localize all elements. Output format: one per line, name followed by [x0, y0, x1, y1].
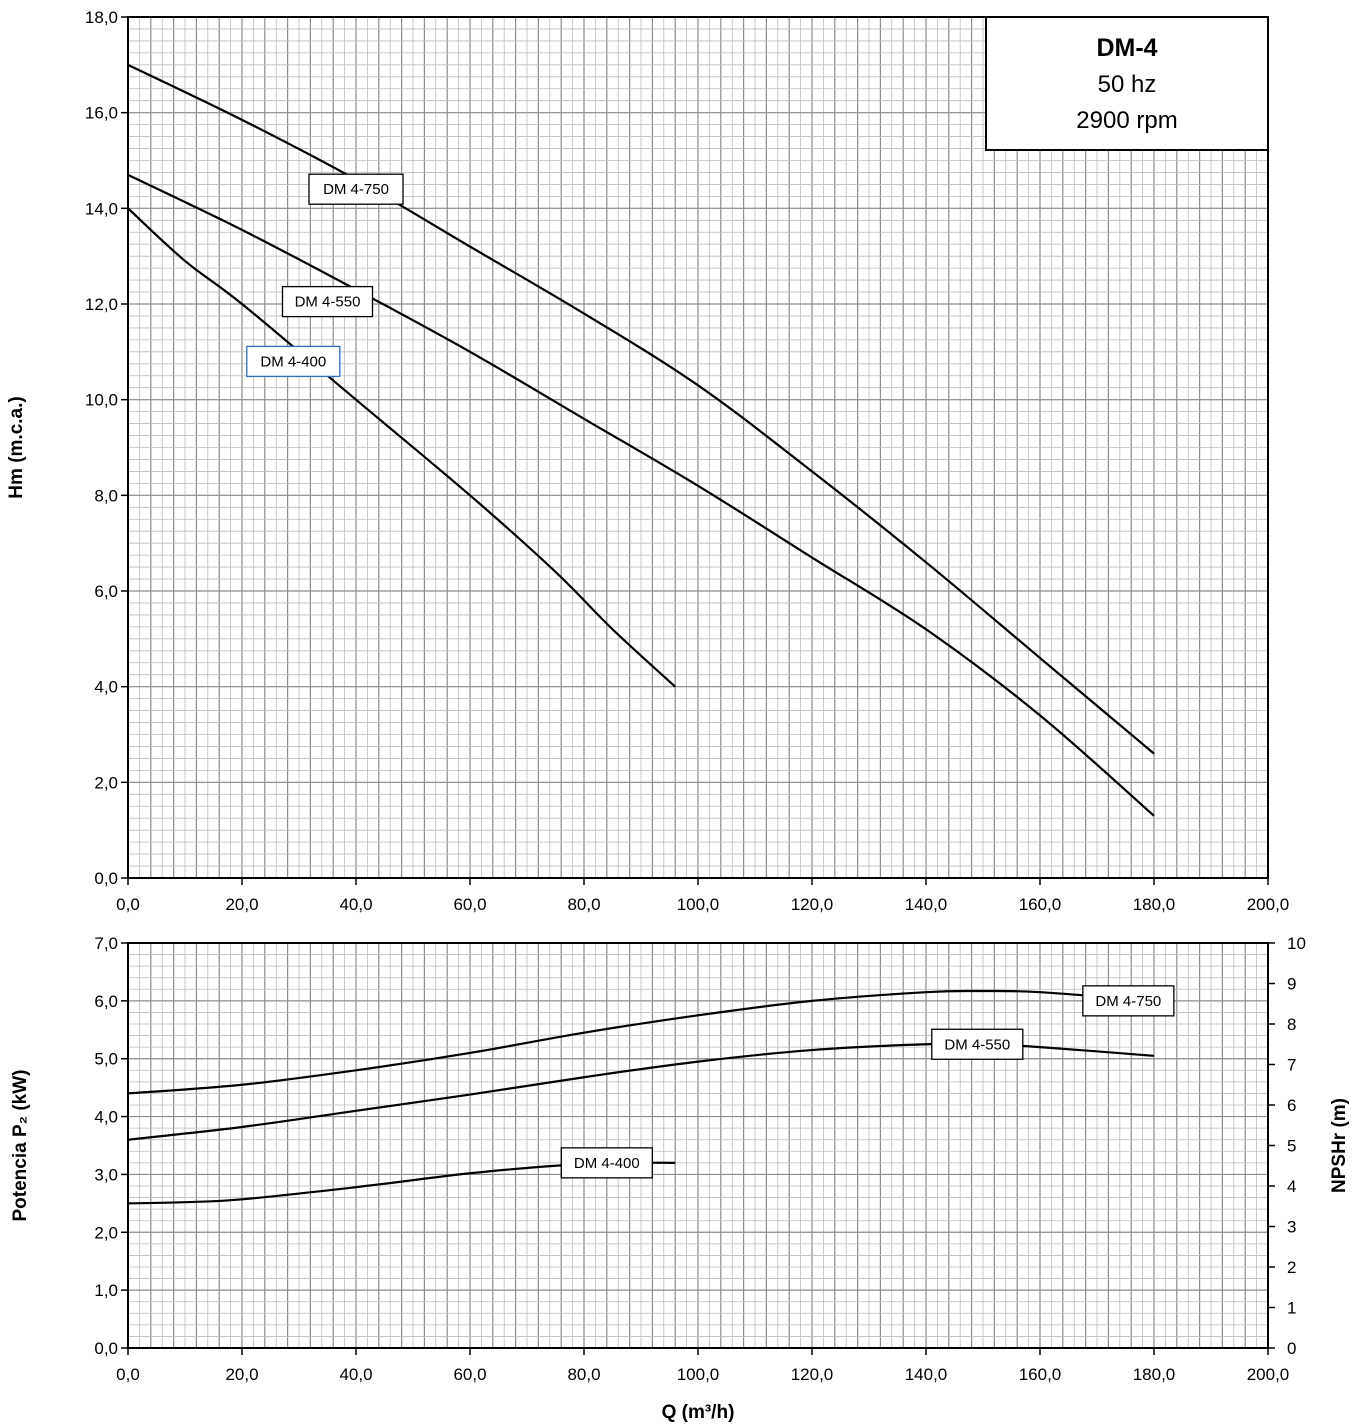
- x-tick-label: 180,0: [1133, 1365, 1176, 1384]
- model-info-box: DM-4 50 hz 2900 rpm: [985, 16, 1269, 151]
- y-right-tick-label: 9: [1287, 975, 1296, 994]
- x-tick-label: 120,0: [791, 1365, 834, 1384]
- info-box-frame: [985, 16, 1269, 151]
- x-tick-label: 40,0: [339, 1365, 372, 1384]
- y-right-axis-title: NPSHr (m): [1329, 1098, 1350, 1193]
- y-right-tick-label: 8: [1287, 1015, 1296, 1034]
- x-tick-label: 80,0: [567, 1365, 600, 1384]
- y-tick-label: 7,0: [94, 934, 118, 953]
- y-tick-label: 2,0: [94, 1223, 118, 1242]
- y-right-tick-label: 5: [1287, 1137, 1296, 1156]
- series-label-text: DM 4-750: [1095, 993, 1161, 1010]
- series-label-box: [246, 345, 341, 378]
- model-title: DM-4: [1096, 34, 1157, 62]
- y-tick-label: 5,0: [94, 1050, 118, 1069]
- y-right-tick-label: 10: [1287, 934, 1306, 953]
- x-tick-label: 180,0: [1133, 895, 1176, 914]
- x-axis-title: Q (m³/h): [662, 1402, 735, 1423]
- y-tick-label: 4,0: [94, 678, 118, 697]
- x-tick-label: 140,0: [905, 1365, 948, 1384]
- power-curve-dm-4-750: [127, 989, 1155, 1095]
- series-label-dm-4-550: DM 4-550: [281, 285, 374, 318]
- series-label-box: [281, 285, 374, 318]
- x-tick-label: 200,0: [1247, 1365, 1290, 1384]
- x-tick-label: 80,0: [567, 895, 600, 914]
- y-tick-label: 2,0: [94, 773, 118, 792]
- series-label-dm-4-750: DM 4-750: [308, 173, 404, 205]
- x-tick-label: 160,0: [1019, 895, 1062, 914]
- x-tick-label: 60,0: [453, 895, 486, 914]
- y-tick-label: 1,0: [94, 1281, 118, 1300]
- y-tick-label: 6,0: [94, 992, 118, 1011]
- y-right-tick-label: 7: [1287, 1056, 1296, 1075]
- x-tick-label: 100,0: [677, 1365, 720, 1384]
- x-tick-label: 60,0: [453, 1365, 486, 1384]
- y-tick-label: 0,0: [94, 1339, 118, 1358]
- x-tick-label: 160,0: [1019, 1365, 1062, 1384]
- series-label-box: [1082, 985, 1175, 1017]
- x-tick-label: 40,0: [339, 895, 372, 914]
- head-curve-dm-4-400: [127, 207, 676, 688]
- x-tick-label: 200,0: [1247, 895, 1290, 914]
- y-right-tick-label: 4: [1287, 1177, 1296, 1196]
- series-label-text: DM 4-550: [295, 294, 361, 311]
- head-curve-dm-4-550: [127, 173, 1155, 817]
- series-label-box: [560, 1147, 653, 1179]
- y-tick-label: 4,0: [94, 1108, 118, 1127]
- y-tick-label: 6,0: [94, 582, 118, 601]
- x-tick-label: 120,0: [791, 895, 834, 914]
- y-axis-title: Hm (m.c.a.): [6, 396, 27, 498]
- series-label-dm-4-400: DM 4-400: [560, 1147, 653, 1179]
- x-tick-label: 0,0: [116, 895, 140, 914]
- head-curve-chart: 0,0 20,0 40,0 60,0 80,0 100,0 120,0 140,0 160,0 1…: [6, 8, 1289, 914]
- y-tick-label: 14,0: [85, 199, 118, 218]
- x-tick-label: 20,0: [225, 1365, 258, 1384]
- series-label-dm-4-550: DM 4-550: [931, 1028, 1024, 1060]
- series-label-text: DM 4-550: [944, 1036, 1010, 1053]
- y-tick-label: 0,0: [94, 869, 118, 888]
- series-label-text: DM 4-750: [323, 181, 389, 198]
- series-label-box: [931, 1028, 1024, 1060]
- frequency-label: 50 hz: [1098, 71, 1157, 98]
- y-tick-label: 18,0: [85, 8, 118, 27]
- y-tick-label: 12,0: [85, 295, 118, 314]
- y-axis-title: Potencia P₂ (kW): [10, 1069, 31, 1221]
- x-tick-label: 140,0: [905, 895, 948, 914]
- series-label-dm-4-400: DM 4-400: [246, 345, 341, 378]
- x-tick-label: 0,0: [116, 1365, 140, 1384]
- y-right-tick-label: 1: [1287, 1299, 1296, 1318]
- y-right-tick-label: 3: [1287, 1218, 1296, 1237]
- head-curve-dm-4-750: [127, 63, 1155, 755]
- y-tick-label: 16,0: [85, 104, 118, 123]
- y-tick-label: 3,0: [94, 1165, 118, 1184]
- power-curve-chart: 0,0 20,0 40,0 60,0 80,0 100,0 120,0 140,0 160,0 1…: [10, 934, 1350, 1423]
- y-tick-label: 8,0: [94, 486, 118, 505]
- series-label-box: [308, 173, 404, 205]
- y-right-tick-label: 0: [1287, 1339, 1296, 1358]
- x-tick-label: 100,0: [677, 895, 720, 914]
- speed-label: 2900 rpm: [1076, 107, 1177, 134]
- y-right-tick-label: 2: [1287, 1258, 1296, 1277]
- series-label-text: DM 4-400: [574, 1155, 640, 1172]
- y-tick-label: 10,0: [85, 391, 118, 410]
- series-label-text: DM 4-400: [260, 353, 326, 370]
- grid: [128, 943, 1268, 1348]
- x-tick-label: 20,0: [225, 895, 258, 914]
- series-label-dm-4-750: DM 4-750: [1082, 985, 1175, 1017]
- y-right-tick-label: 6: [1287, 1096, 1296, 1115]
